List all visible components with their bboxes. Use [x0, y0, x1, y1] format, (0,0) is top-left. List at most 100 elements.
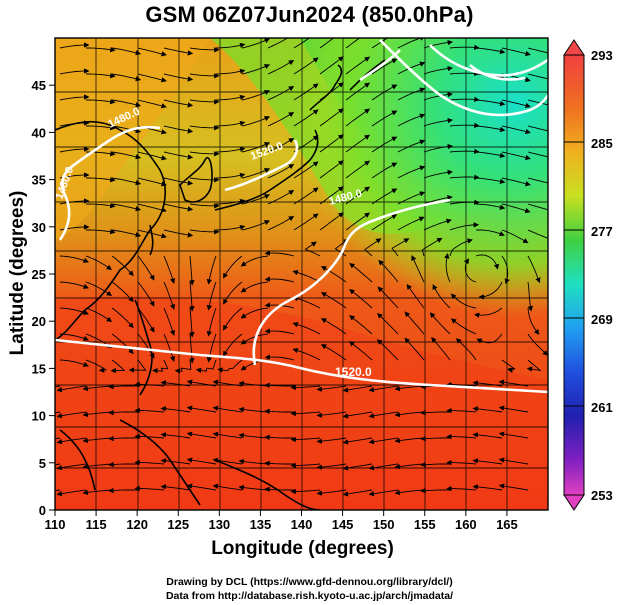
streamline — [206, 333, 217, 363]
streamline — [108, 383, 138, 390]
colorbar-label-253: 253 — [591, 488, 613, 503]
streamline — [423, 195, 453, 205]
streamline — [342, 437, 373, 445]
streamline — [134, 485, 165, 492]
streamline — [472, 458, 503, 465]
streamline — [472, 380, 503, 387]
streamline — [475, 125, 506, 133]
streamline — [189, 73, 220, 79]
streamline — [110, 359, 126, 374]
streamline — [292, 295, 321, 309]
streamline — [501, 359, 516, 373]
streamline — [472, 406, 503, 413]
streamline — [368, 489, 399, 497]
streamline — [111, 281, 134, 303]
streamline — [111, 47, 142, 56]
streamline — [397, 139, 426, 153]
streamline — [498, 483, 529, 491]
credit-drawing: Drawing by DCL (https://www.gfd-dennou.o… — [166, 576, 453, 588]
streamline — [449, 148, 480, 155]
streamline — [264, 250, 295, 257]
streamline — [241, 168, 271, 179]
y-tick-label: 10 — [32, 409, 46, 424]
streamline — [137, 229, 167, 239]
streamline — [449, 222, 480, 231]
streamline — [186, 431, 217, 439]
streamline — [292, 347, 321, 361]
streamline — [238, 406, 269, 413]
streamline — [82, 411, 113, 418]
streamline — [449, 174, 480, 180]
x-tick-label: 115 — [86, 517, 107, 532]
streamline — [319, 82, 344, 101]
streamline — [501, 203, 531, 214]
streamline — [163, 229, 194, 238]
streamline — [501, 229, 529, 244]
height-contours — [55, 39, 548, 394]
x-tick-label: 135 — [250, 517, 272, 532]
streamline — [137, 99, 167, 109]
streamline — [423, 39, 453, 49]
colorbar: 293 285 277 269 261 253 — [563, 39, 613, 511]
streamline — [59, 359, 89, 367]
y-tick-label: 20 — [32, 314, 46, 329]
streamline — [137, 47, 167, 57]
x-tick-label: 110 — [45, 517, 66, 532]
streamline — [111, 125, 142, 134]
y-tick-label: 40 — [32, 125, 46, 140]
streamline — [86, 124, 116, 131]
streamline — [264, 382, 294, 389]
streamline — [319, 160, 344, 179]
streamline — [86, 176, 116, 183]
streamline — [215, 120, 246, 127]
streamline — [189, 47, 220, 53]
streamline — [474, 307, 503, 318]
streamline — [527, 229, 548, 239]
streamline — [189, 177, 220, 183]
streamline — [475, 203, 506, 210]
streamline — [320, 292, 347, 309]
streamline — [238, 380, 269, 387]
streamline — [134, 459, 165, 466]
streamline — [446, 485, 477, 492]
streamline — [59, 94, 90, 101]
streamline — [449, 70, 480, 77]
streamline — [292, 321, 321, 335]
streamline — [476, 333, 503, 344]
streamline — [241, 142, 271, 153]
streamline — [319, 56, 344, 75]
streamline — [411, 255, 425, 283]
streamline — [189, 307, 195, 338]
streamline — [478, 281, 503, 300]
streamline — [498, 379, 529, 387]
streamline — [397, 113, 426, 127]
x-axis-label: Longitude (degrees) — [211, 538, 394, 559]
streamline — [371, 188, 398, 205]
streamline — [429, 312, 451, 335]
streamline — [455, 338, 477, 361]
streamline — [240, 281, 269, 293]
streamline — [108, 409, 138, 416]
streamline — [137, 281, 155, 307]
streamline — [377, 312, 399, 335]
streamline — [501, 151, 531, 161]
streamline — [349, 262, 373, 283]
streamline — [423, 169, 453, 179]
streamline — [391, 238, 410, 257]
colorbar-label-261: 261 — [591, 400, 613, 415]
streamline — [304, 241, 321, 257]
streamline — [108, 435, 138, 442]
streamline — [108, 461, 138, 468]
streamline — [371, 214, 398, 231]
streamline — [394, 437, 425, 444]
streamline — [56, 463, 87, 471]
streamline — [189, 125, 220, 131]
streamline — [450, 318, 477, 335]
streamline — [421, 237, 443, 257]
streamline — [371, 84, 398, 101]
streamline — [446, 433, 477, 440]
x-tick-label: 145 — [332, 517, 354, 532]
streamline — [86, 46, 116, 53]
streamline — [59, 198, 90, 205]
streamline — [59, 42, 90, 49]
